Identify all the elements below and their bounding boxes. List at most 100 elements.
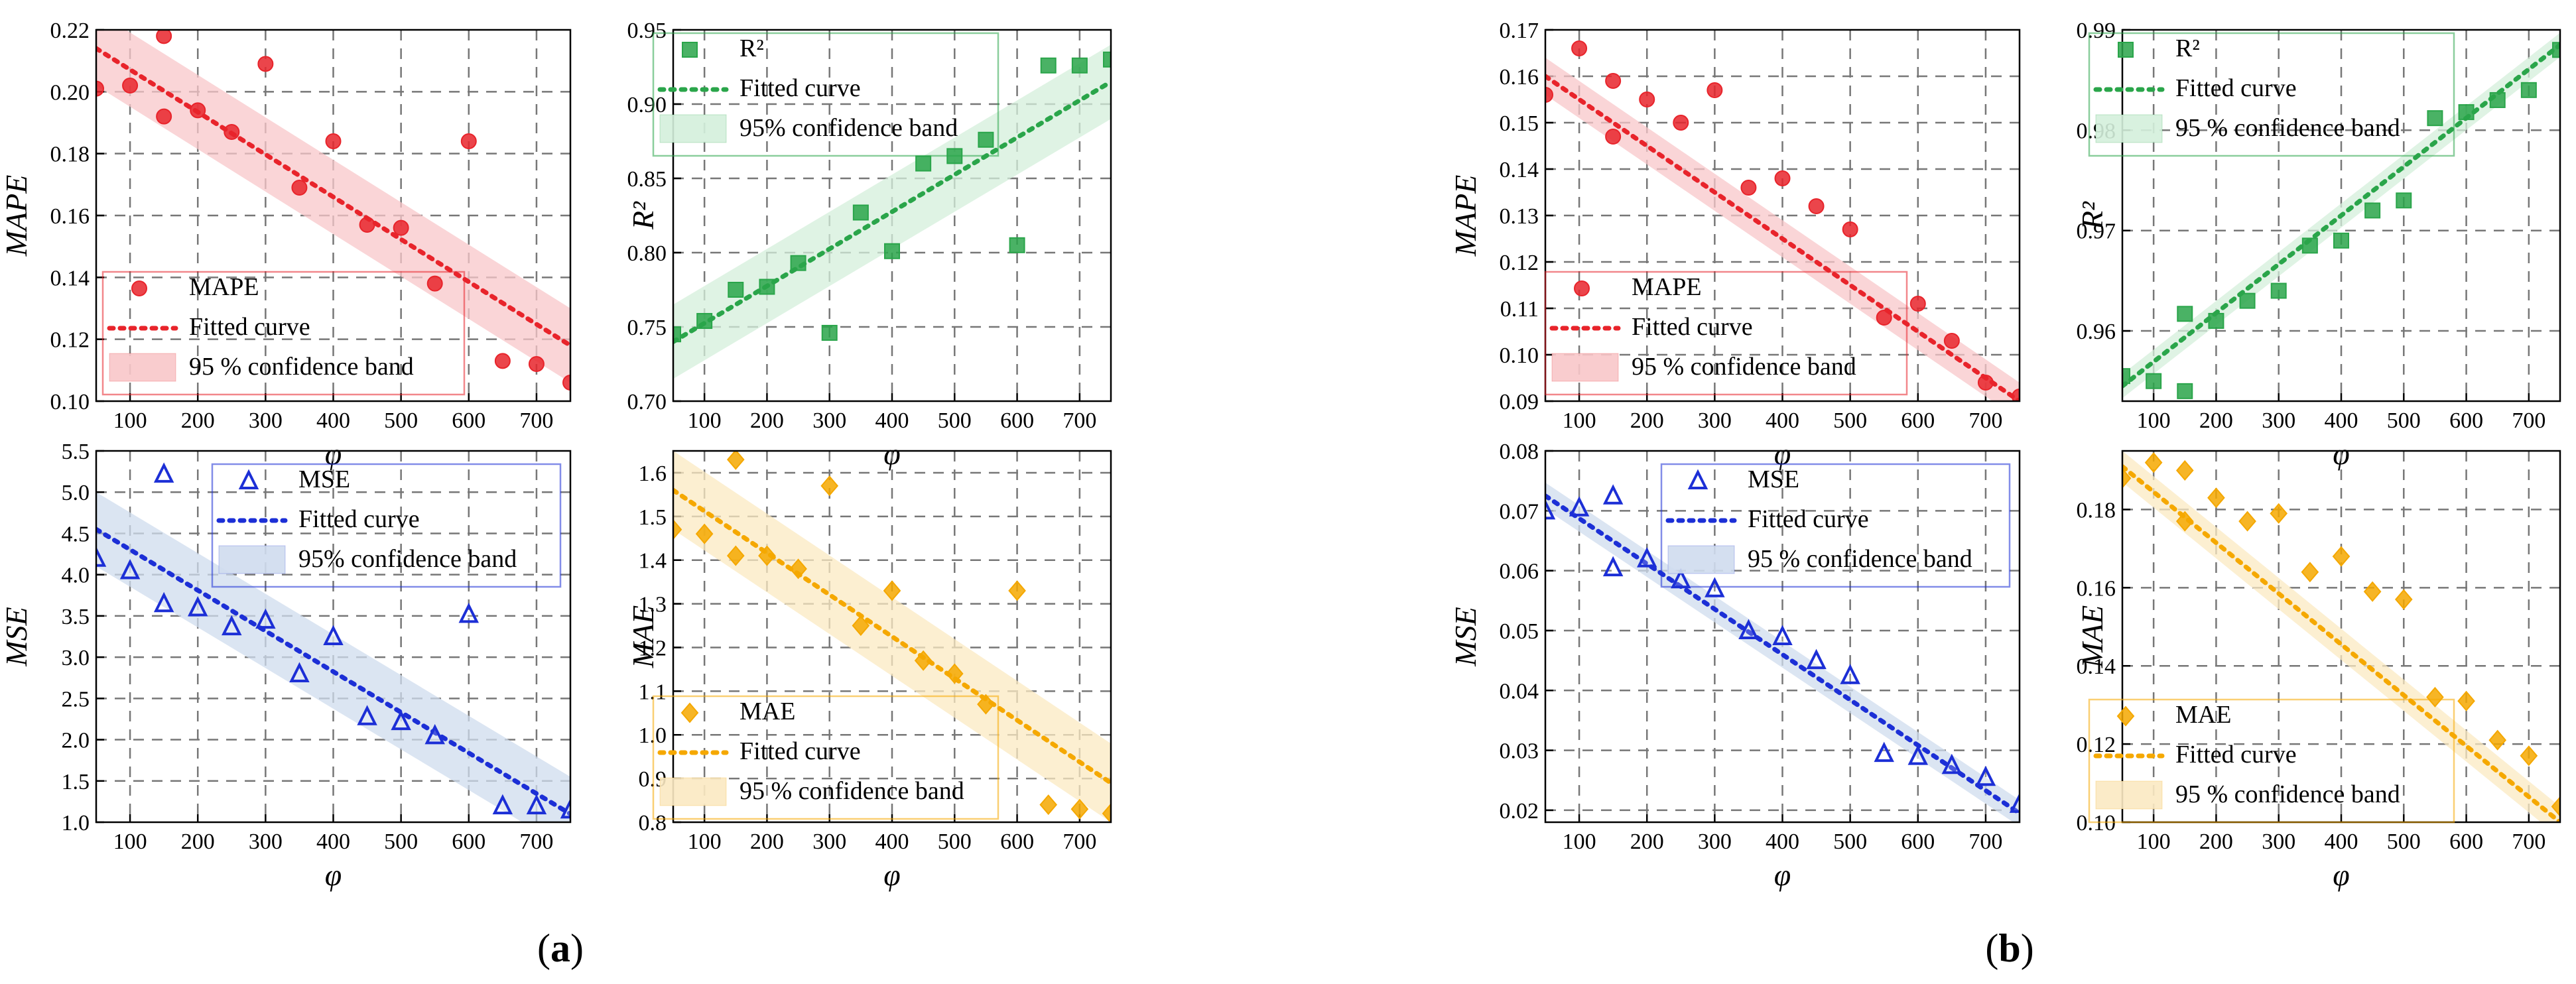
subplot-b-r2: 1002003004005006007000.960.970.980.99φR²… [2075, 19, 2561, 471]
data-point [758, 545, 776, 566]
legend-fit-label: Fitted curve [189, 313, 310, 341]
fitted-curve [96, 46, 570, 348]
data-point [852, 204, 869, 221]
y-tick-label: 0.12 [50, 328, 90, 353]
legend-band-swatch-icon [1551, 353, 1619, 382]
y-tick-label: 0.97 [2077, 219, 2116, 244]
data-point [978, 131, 994, 148]
x-axis-title: φ [883, 858, 900, 892]
data-point [391, 709, 411, 731]
plot-area [1545, 482, 2020, 822]
x-tick-label: 400 [1766, 830, 1799, 854]
y-tick-label: 0.02 [1500, 799, 1539, 824]
data-point [1738, 619, 1759, 639]
data-point [977, 694, 995, 715]
data-point [696, 313, 713, 330]
y-tick-label: 0.17 [1500, 19, 1539, 43]
x-tick-label: 700 [1063, 830, 1096, 854]
subplot-a-mae: 100 200 300 400 500 600 7000.80.91.01.11.21.31… [626, 450, 1112, 892]
y-tick-label: 0.90 [627, 93, 667, 117]
legend: MSE Fitted curve 95% confidence band [211, 463, 562, 588]
fitted-curve [2122, 42, 2560, 389]
y-tick-label: 5.0 [62, 481, 90, 505]
x-axis-title: φ [325, 858, 342, 892]
legend-band-label: 95 % confidence band [2175, 114, 2400, 142]
data-point [673, 519, 682, 540]
x-tick-label: 400 [2325, 408, 2358, 433]
y-tick-label: 0.12 [2077, 733, 2116, 757]
plot-area [673, 44, 1111, 379]
subplot-b-mse: 100 200 300 400 500 600 700 0.02 0.03 0.04 0.05 0.0… [1449, 440, 2021, 892]
fitted-curve [1545, 74, 2020, 401]
x-tick-label: 300 [812, 830, 846, 854]
data-point [96, 546, 107, 567]
data-point [821, 324, 838, 341]
data-point [1907, 745, 1929, 765]
legend-band-label: 95 % confidence band [740, 777, 964, 805]
data-point [1808, 198, 1825, 214]
y-tick-label: 0.15 [1500, 111, 1539, 136]
legend-frame [1660, 463, 2011, 588]
x-tick-label: 300 [249, 830, 283, 854]
y-tick-label: 1.5 [639, 505, 667, 530]
data-point [852, 615, 870, 637]
y-tick-label: 4.0 [62, 564, 90, 588]
x-tick-label: 400 [316, 830, 350, 854]
data-point [914, 650, 933, 671]
legend-marker-icon [2118, 42, 2134, 58]
data-point [424, 723, 445, 745]
data-point [2333, 232, 2349, 249]
data-point [1569, 496, 1590, 517]
x-tick-label: 100 [113, 830, 147, 854]
data-point [224, 124, 240, 140]
data-point [2551, 796, 2560, 817]
data-point [2301, 237, 2318, 254]
y-tick-label: 0.75 [627, 316, 667, 340]
legend-marker-label: MAPE [189, 273, 259, 301]
y-tick-label: 0.13 [1500, 204, 1539, 229]
data-point [884, 243, 900, 259]
plot-frame [1544, 450, 2021, 824]
legend-frame [211, 463, 562, 588]
y-tick-label: 0.10 [1500, 343, 1539, 368]
data-point [187, 595, 208, 617]
data-point [2301, 562, 2319, 583]
data-point [2520, 745, 2538, 767]
data-point [2520, 82, 2537, 98]
data-point [2457, 690, 2475, 711]
data-point [153, 462, 174, 483]
y-axis-title: MAPE [0, 175, 33, 257]
data-point [2364, 202, 2381, 219]
data-point [1605, 73, 1622, 89]
x-tick-label: 500 [2387, 830, 2421, 854]
subplot-a-mape: 100 200 300 400 500 600 700 0.10 0.12 0.14 0.16 0.1… [0, 19, 572, 471]
x-tick-label: 700 [2512, 830, 2545, 854]
x-tick-label: 100 [113, 408, 147, 433]
data-point [1943, 333, 1960, 349]
y-tick-label: 0.12 [1500, 251, 1539, 275]
data-point [119, 558, 141, 580]
legend-band-swatch-icon [1667, 545, 1735, 574]
x-tick-label: 200 [181, 408, 215, 433]
x-tick-label: 700 [1968, 408, 2002, 433]
x-tick-label: 100 [1563, 830, 1596, 854]
y-tick-label: 0.14 [2077, 654, 2116, 679]
y-tick-label: 1.0 [62, 811, 90, 835]
data-point [2396, 192, 2412, 209]
data-point [790, 255, 806, 271]
y-tick-label: 0.22 [50, 19, 90, 43]
plot-area [673, 451, 1111, 822]
data-point [325, 133, 342, 149]
data-point [1774, 170, 1791, 186]
y-tick-label: 0.16 [2077, 576, 2116, 601]
data-point [1040, 57, 1057, 74]
y-tick-label: 0.80 [627, 241, 667, 266]
confidence-band [1545, 58, 2020, 401]
data-point [820, 475, 839, 497]
x-tick-label: 400 [875, 830, 909, 854]
x-tick-label: 500 [1833, 408, 1867, 433]
x-tick-label: 300 [812, 408, 846, 433]
legend-marker-icon [2116, 706, 2135, 727]
y-tick-label: 0.18 [50, 143, 90, 167]
